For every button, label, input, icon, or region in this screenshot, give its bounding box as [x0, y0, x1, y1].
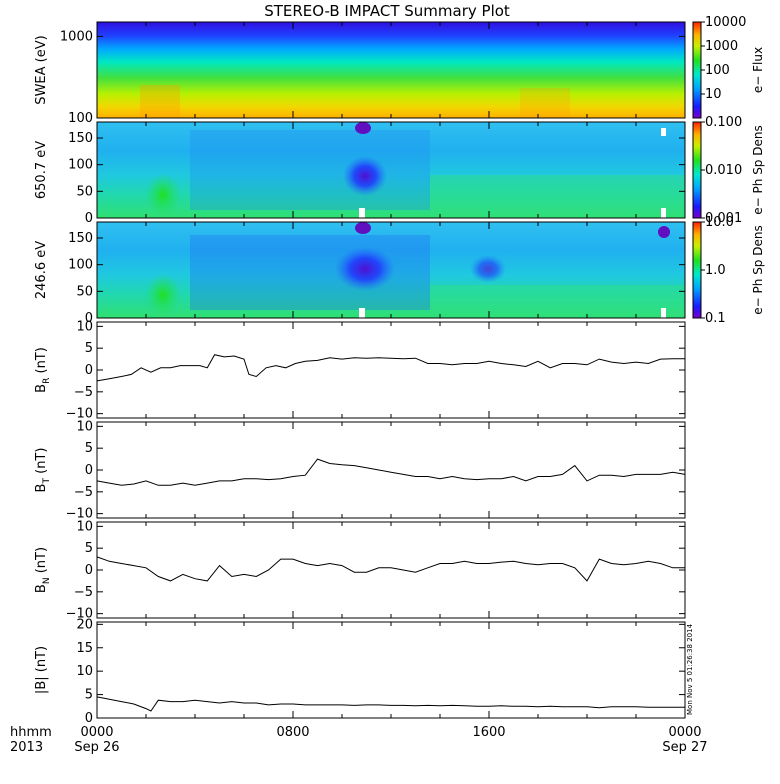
- pad246-colorbar-tick-label: 0.1: [705, 311, 726, 326]
- swea-colorbar-tick-label: 100: [705, 63, 730, 78]
- bn-ytick-label: 10: [76, 519, 93, 534]
- pad650-ylabel: 650.7 eV: [34, 141, 49, 199]
- pad650-colorbar-tick-label: 0.010: [705, 163, 742, 178]
- pad246-colorbar-tick-label: 10.0: [705, 215, 734, 230]
- bmag-ytick-label: 15: [76, 641, 93, 656]
- pad246-ytick-label: 0: [85, 311, 93, 326]
- br-panel-frame: [96, 321, 686, 419]
- bn-series-line: [96, 556, 685, 582]
- bt-ylabel: BT (nT): [34, 448, 52, 493]
- x-tick-label: 1600: [472, 725, 505, 740]
- swea-ytick-label: 1000: [60, 29, 93, 44]
- br-ytick-label: −10: [66, 407, 93, 422]
- swea-colorbar-tick-label: 1000: [705, 39, 738, 54]
- swea-ytick-label: 100: [68, 111, 93, 126]
- swea-colorbar-label: e− Flux: [751, 47, 765, 93]
- swea-colorbar-tick-label: 10: [705, 87, 722, 102]
- bn-ylabel: BN (nT): [34, 547, 52, 593]
- bmag-panel-frame: [96, 621, 686, 719]
- swea-spectrogram: [96, 21, 686, 119]
- bmag-ytick-label: 0: [85, 711, 93, 726]
- br-ytick-label: 5: [85, 341, 93, 356]
- bn-panel-frame: [96, 521, 686, 619]
- swea-colorbar-tick-label: 10000: [705, 15, 746, 30]
- x-date-label-start: Sep 26: [74, 740, 119, 755]
- pad650-colorbar-label: e− Ph Sp Dens: [751, 125, 765, 214]
- bt-ytick-label: −5: [74, 485, 93, 500]
- pad650-ytick-label: 150: [68, 131, 93, 146]
- bn-ytick-label: 0: [85, 563, 93, 578]
- bmag-ytick-label: 20: [76, 617, 93, 632]
- pad246-colorbar-tick-label: 1.0: [705, 263, 726, 278]
- x-date-label-end: Sep 27: [662, 740, 707, 755]
- pad650-ytick-label: 50: [76, 184, 93, 199]
- br-ytick-label: 10: [76, 319, 93, 334]
- pad-650-spectrogram: [96, 121, 686, 219]
- bmag-ylabel: |B| (nT): [34, 646, 49, 694]
- pad246-ytick-label: 100: [68, 258, 93, 273]
- br-ylabel: BR (nT): [34, 347, 52, 393]
- bmag-ytick-label: 5: [85, 688, 93, 703]
- bt-ytick-label: −10: [66, 507, 93, 522]
- colorbars: [692, 21, 702, 319]
- br-series-line: [96, 354, 685, 382]
- pad650-colorbar-tick-label: 0.100: [705, 115, 742, 130]
- br-ytick-label: 0: [85, 363, 93, 378]
- plot-title: STEREO-B IMPACT Summary Plot: [264, 2, 510, 20]
- bt-series-line: [96, 458, 686, 486]
- pad650-ytick-label: 0: [85, 211, 93, 226]
- pad-246-spectrogram: [96, 221, 686, 319]
- bmag-series-line: [96, 696, 685, 712]
- bt-ytick-label: 0: [85, 463, 93, 478]
- bn-ytick-label: −5: [74, 585, 93, 600]
- bmag-ytick-label: 10: [76, 664, 93, 679]
- br-ytick-label: −5: [74, 385, 93, 400]
- x-tick-label: 0800: [276, 725, 309, 740]
- bt-ytick-label: 10: [76, 419, 93, 434]
- x-tick-label: 0000: [668, 725, 701, 740]
- bt-panel-frame: [96, 421, 686, 519]
- x-tick-label: 0000: [80, 725, 113, 740]
- pad650-ytick-label: 100: [68, 158, 93, 173]
- pad246-ylabel: 246.6 eV: [34, 241, 49, 299]
- pad650-colorbar-tick-label: 0.001: [705, 211, 742, 226]
- bt-ytick-label: 5: [85, 441, 93, 456]
- x-corner-label-bottom: 2013: [10, 740, 43, 755]
- pad246-ytick-label: 50: [76, 284, 93, 299]
- bn-ytick-label: −10: [66, 607, 93, 622]
- x-corner-label-top: hhmm: [10, 725, 52, 740]
- pad246-ytick-label: 150: [68, 231, 93, 246]
- pad246-colorbar-label: e− Ph Sp Dens: [751, 225, 765, 314]
- swea-ylabel: SWEA (eV): [34, 35, 49, 104]
- bn-ytick-label: 5: [85, 541, 93, 556]
- timestamp: Mon Nov 5 01:26:38 2014: [686, 623, 694, 715]
